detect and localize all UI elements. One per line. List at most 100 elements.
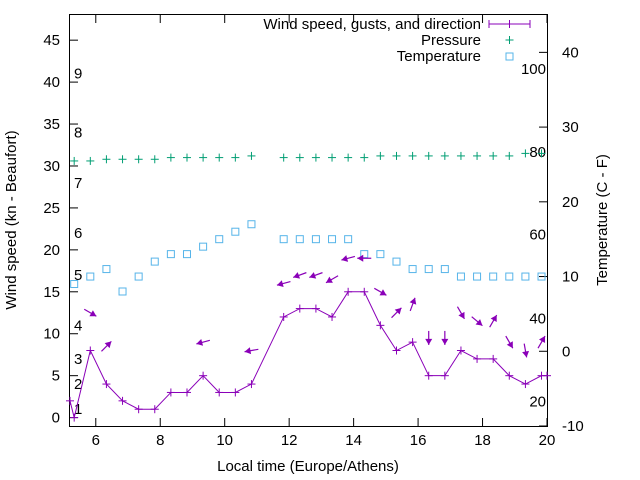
legend-key-pressure	[505, 36, 514, 44]
wind-point	[376, 321, 385, 330]
fahrenheit-label: 40	[529, 310, 546, 327]
wind-arrow	[409, 297, 417, 312]
temperature-point	[231, 227, 240, 236]
wind-arrow	[522, 343, 530, 358]
ticks: 6 8 10 12 14 16 18 20051015202530354045-1001020…	[43, 15, 584, 449]
beaufort-label: 2	[74, 376, 82, 393]
fahrenheit-label: 20	[529, 393, 546, 410]
wind-point	[86, 346, 95, 355]
wind-point	[440, 371, 449, 380]
pressure-point	[231, 153, 240, 162]
pressure-point	[279, 153, 288, 162]
x-tick-label: 6	[92, 432, 100, 449]
wind-point	[215, 388, 224, 397]
pressure-point	[215, 153, 224, 162]
temperature-point	[247, 220, 256, 229]
pressure-point	[489, 151, 498, 160]
x-tick-label: 14	[345, 432, 362, 449]
temperature-point	[424, 265, 433, 274]
legend-label-pressure: Pressure	[421, 32, 481, 49]
pressure-point	[473, 151, 482, 160]
wind-arrow	[309, 272, 323, 279]
y-axis-label-left: Wind speed (kn - Beaufort)	[3, 130, 20, 309]
pressure-point	[440, 151, 449, 160]
pressure-point	[537, 149, 546, 158]
temperature-point	[279, 235, 288, 244]
wind-arrow	[425, 330, 433, 345]
temperature-point	[505, 272, 514, 281]
temperature-point	[456, 272, 465, 281]
legend-key-temperature	[505, 52, 514, 61]
wind-arrow	[196, 339, 211, 346]
y-tick-label-left: 0	[52, 410, 60, 427]
wind-arrow	[456, 306, 465, 320]
wind-point	[231, 388, 240, 397]
wind-point	[456, 346, 465, 355]
temperature-point	[408, 265, 417, 274]
y-tick-label-left: 5	[52, 368, 60, 385]
wind-point	[360, 287, 369, 296]
wind-point	[489, 354, 498, 363]
wind-point	[134, 405, 143, 414]
temperature-point	[150, 257, 159, 266]
pressure-point	[408, 151, 417, 160]
wind-point	[295, 304, 304, 313]
pressure-point	[328, 153, 337, 162]
wind-arrow	[537, 335, 546, 349]
pressure-point	[295, 153, 304, 162]
temperature-point	[489, 272, 498, 281]
pressure-point	[521, 149, 530, 158]
wind-arrow	[489, 314, 498, 328]
y-tick-label-left: 30	[43, 158, 60, 175]
beaufort-label: 8	[74, 124, 82, 141]
series-line-wind	[69, 291, 547, 418]
wind-point	[182, 388, 191, 397]
legend-label-temperature: Temperature	[397, 48, 481, 65]
y-tick-label-left: 25	[43, 200, 60, 217]
wind-point	[344, 287, 353, 296]
wind-point	[118, 396, 127, 405]
y-tick-label-left: 40	[43, 74, 60, 91]
wind-arrow	[441, 330, 449, 345]
pressure-point	[199, 153, 208, 162]
fahrenheit-scale: 20 40 60 80 100	[521, 61, 546, 411]
temperature-point	[328, 235, 337, 244]
wind-arrow	[341, 255, 356, 262]
beaufort-label: 5	[74, 267, 82, 284]
wind-arrow	[374, 287, 387, 296]
wind-point	[521, 380, 530, 389]
wind-point	[543, 371, 551, 380]
temperature-point	[182, 250, 191, 259]
temperature-point	[70, 280, 79, 289]
temperature-point	[376, 250, 385, 259]
temperature-point	[521, 272, 530, 281]
pressure-point	[150, 155, 159, 164]
wind-point	[247, 380, 256, 389]
wind-point	[199, 371, 208, 380]
wind-arrow	[471, 316, 483, 327]
beaufort-label: 4	[74, 317, 82, 334]
beaufort-label: 6	[74, 225, 82, 242]
beaufort-label: 1	[74, 401, 82, 418]
x-tick-label: 10	[216, 432, 233, 449]
temperature-point	[215, 235, 224, 244]
y-axis-label-right: Temperature (C - F)	[594, 154, 611, 286]
temperature-point	[166, 250, 175, 259]
wind-arrow	[391, 307, 402, 319]
y-tick-label-left: 15	[43, 284, 60, 301]
pressure-point	[311, 153, 320, 162]
temperature-point	[86, 272, 95, 281]
y-tick-label-left: 20	[43, 242, 60, 259]
wind-arrow	[505, 335, 514, 349]
wind-arrow	[293, 272, 307, 279]
pressure-point	[86, 156, 95, 165]
temperature-point	[295, 235, 304, 244]
fahrenheit-label: 80	[529, 144, 546, 161]
y-tick-label-right: 0	[562, 343, 570, 360]
wind-point	[66, 396, 74, 405]
wind-point	[102, 380, 111, 389]
legend-label-wind: Wind speed, gusts, and direction	[263, 16, 481, 33]
wind-point	[505, 371, 514, 380]
fahrenheit-label: 60	[529, 227, 546, 244]
